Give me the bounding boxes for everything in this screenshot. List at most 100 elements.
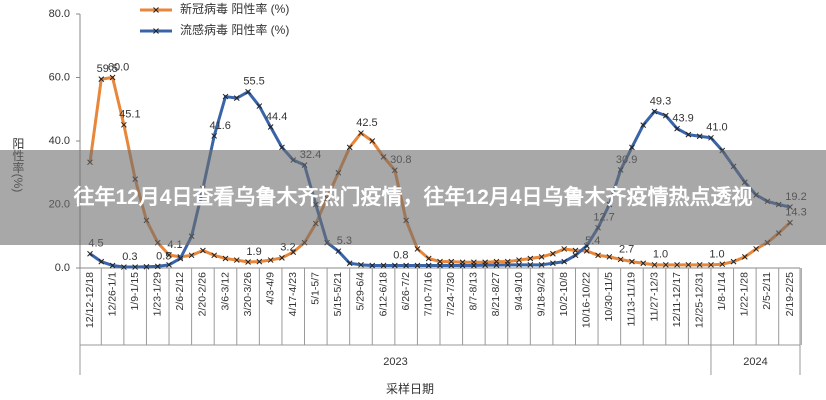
data-label: 49.3 (650, 95, 671, 107)
data-marker (98, 258, 105, 265)
data-marker (98, 76, 105, 82)
x-tick-label: 12/11-12/17 (671, 272, 683, 327)
y-tick-label: 80.0 (49, 8, 70, 20)
x-tick-label: 2/5-2/11 (761, 272, 773, 310)
data-marker (459, 262, 466, 269)
data-marker (550, 250, 556, 257)
data-marker (685, 131, 692, 138)
data-marker (425, 255, 432, 262)
data-marker (109, 262, 116, 269)
x-tick-label: 4/17-4/23 (287, 272, 299, 317)
x-tick-label: 4/3-4/9 (264, 272, 276, 305)
x-tick-label: 8/7-8/13 (468, 272, 480, 311)
data-marker (166, 261, 172, 268)
data-marker (414, 246, 421, 252)
x-tick-label: 3/6-3/12 (219, 272, 231, 311)
data-marker (437, 262, 443, 269)
data-marker (674, 125, 680, 132)
data-marker (87, 250, 93, 257)
data-marker (380, 262, 387, 269)
y-tick-label: 40.0 (49, 135, 70, 147)
data-marker (233, 257, 240, 263)
data-label: 41.6 (209, 120, 230, 132)
x-tick-label: 10/2-10/8 (558, 272, 570, 317)
data-label: 45.1 (119, 109, 140, 121)
data-marker (369, 138, 376, 144)
data-marker (741, 254, 748, 260)
data-marker (245, 259, 251, 265)
data-marker (267, 257, 274, 263)
data-marker (256, 258, 263, 265)
data-marker (561, 258, 568, 265)
year-label: 2024 (743, 356, 767, 368)
data-marker (493, 262, 500, 268)
data-marker (414, 262, 421, 269)
data-marker (267, 124, 274, 130)
data-label: 43.9 (672, 113, 693, 125)
data-marker (708, 134, 714, 141)
overlay-banner: 往年12月4日查看乌鲁木齐热门疫情，往年12月4日乌鲁木齐疫情热点透视 (0, 150, 826, 245)
data-marker (346, 260, 353, 267)
x-tick-label: 12/26-1/1 (106, 272, 118, 317)
x-tick-label: 3/20-3/26 (242, 272, 254, 317)
data-marker (561, 246, 568, 252)
y-tick-label: 60.0 (49, 71, 70, 83)
data-marker (346, 144, 353, 151)
x-tick-label: 11/27-12/3 (648, 272, 660, 322)
data-marker (719, 261, 726, 268)
data-marker (538, 261, 545, 268)
data-label: 0.8 (393, 249, 408, 261)
data-label: 41.0 (706, 122, 727, 134)
data-marker (516, 261, 522, 268)
data-marker (358, 130, 364, 136)
data-marker (696, 133, 703, 140)
data-marker (211, 252, 218, 259)
legend-label: 流感病毒 阳性率 (%) (180, 22, 289, 37)
data-label: 0.3 (122, 251, 137, 263)
data-marker (640, 260, 647, 267)
x-tick-label: 5/1-5/7 (310, 272, 322, 305)
legend-marker (153, 28, 159, 34)
data-marker (629, 144, 635, 151)
x-tick-label: 2/6-2/12 (174, 272, 186, 311)
data-marker (538, 254, 545, 260)
x-tick-label: 11/13-11/19 (626, 272, 638, 327)
y-tick-label: 0.0 (55, 262, 70, 274)
data-label: 1.0 (709, 249, 724, 261)
data-marker (279, 144, 285, 151)
x-tick-label: 6/26-7/2 (400, 272, 412, 311)
x-tick-label: 12/12-12/18 (84, 272, 96, 328)
data-marker (132, 264, 139, 270)
x-tick-label: 9/18-9/24 (535, 272, 547, 317)
data-label: 60.0 (108, 61, 129, 73)
data-marker (188, 252, 195, 259)
data-marker (550, 260, 556, 267)
data-label: 59.5 (97, 63, 118, 75)
x-tick-label: 5/15-5/21 (332, 272, 344, 317)
data-marker (662, 261, 669, 268)
data-marker (177, 255, 184, 262)
data-marker (572, 252, 579, 259)
data-label: 2.7 (619, 243, 634, 255)
x-tick-label: 1/8-1/14 (716, 272, 728, 311)
x-tick-label: 2/19-2/25 (784, 272, 796, 317)
data-marker (121, 121, 127, 128)
data-marker (753, 246, 759, 252)
data-marker (211, 133, 218, 139)
x-tick-label: 6/12-6/18 (377, 272, 389, 317)
data-label: 0.5 (156, 250, 171, 262)
data-marker (200, 247, 206, 254)
x-tick-label: 9/4-9/10 (513, 272, 525, 311)
x-tick-label: 1/22-1/28 (739, 272, 751, 317)
data-label: 1.0 (653, 249, 668, 261)
x-tick-label: 1/23-1/29 (152, 272, 164, 317)
x-tick-label: 5/29-6/4 (355, 272, 367, 311)
data-marker (290, 249, 297, 255)
data-marker (696, 261, 703, 268)
overlay-title: 往年12月4日查看乌鲁木齐热门疫情，往年12月4日乌鲁木齐疫情热点透视 (73, 185, 753, 209)
data-marker (504, 261, 511, 268)
data-marker (583, 248, 590, 254)
x-tick-label: 7/10-7/16 (422, 272, 434, 317)
x-tick-label: 10/30-11/5 (603, 272, 615, 322)
